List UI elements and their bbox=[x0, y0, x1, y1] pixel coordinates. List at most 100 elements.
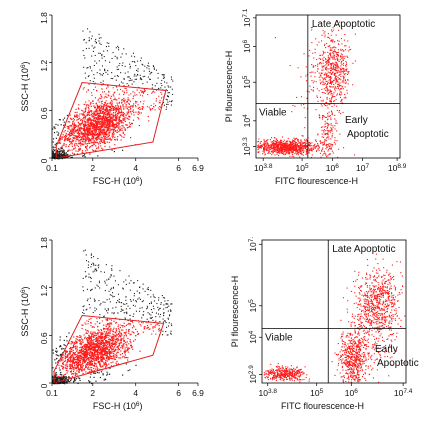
data-point bbox=[112, 94, 114, 96]
data-point bbox=[274, 147, 276, 149]
data-point bbox=[77, 355, 80, 357]
data-point bbox=[283, 149, 285, 151]
data-point bbox=[311, 150, 313, 152]
data-point bbox=[58, 155, 60, 158]
data-point bbox=[292, 151, 294, 153]
data-point bbox=[297, 67, 299, 69]
data-point bbox=[331, 114, 333, 116]
data-point bbox=[266, 149, 268, 151]
data-point bbox=[329, 77, 331, 79]
data-point bbox=[88, 132, 90, 134]
data-point bbox=[281, 151, 283, 153]
data-point bbox=[67, 153, 69, 156]
data-point bbox=[328, 143, 330, 145]
data-point bbox=[53, 156, 55, 158]
data-point bbox=[110, 357, 112, 359]
data-point bbox=[323, 83, 325, 85]
data-point bbox=[336, 75, 338, 77]
data-point bbox=[95, 358, 97, 360]
data-point bbox=[92, 50, 94, 52]
data-point bbox=[82, 30, 84, 32]
data-point bbox=[97, 127, 99, 129]
data-point bbox=[332, 127, 334, 129]
data-point bbox=[276, 138, 278, 140]
data-point bbox=[94, 125, 96, 127]
data-point bbox=[282, 144, 284, 146]
data-point bbox=[93, 355, 95, 357]
data-point bbox=[68, 145, 70, 147]
data-point bbox=[335, 78, 337, 80]
data-point bbox=[103, 114, 105, 116]
data-point bbox=[332, 39, 334, 41]
data-point bbox=[64, 126, 66, 128]
data-point bbox=[137, 68, 139, 70]
data-point bbox=[83, 103, 85, 105]
data-point bbox=[283, 151, 285, 153]
data-point bbox=[86, 351, 88, 353]
data-point bbox=[133, 75, 135, 77]
data-point bbox=[122, 132, 124, 134]
data-point bbox=[120, 88, 122, 90]
data-point bbox=[87, 359, 89, 361]
data-point bbox=[148, 68, 150, 70]
data-point bbox=[94, 333, 96, 335]
data-point bbox=[64, 136, 67, 138]
data-point bbox=[99, 142, 101, 144]
data-point bbox=[73, 343, 75, 345]
data-point bbox=[338, 29, 340, 31]
data-point bbox=[259, 145, 261, 147]
data-point bbox=[79, 358, 81, 360]
data-point bbox=[90, 38, 92, 40]
data-point bbox=[300, 96, 302, 98]
data-point bbox=[94, 346, 96, 348]
data-point bbox=[295, 148, 297, 150]
data-point bbox=[336, 63, 338, 65]
data-point bbox=[93, 105, 95, 107]
data-point bbox=[88, 361, 91, 363]
data-point bbox=[56, 152, 58, 155]
data-point bbox=[80, 126, 82, 128]
data-point bbox=[67, 138, 69, 140]
data-point bbox=[74, 145, 76, 147]
data-point bbox=[170, 104, 172, 106]
data-point bbox=[107, 113, 109, 115]
data-point bbox=[72, 128, 74, 130]
data-point bbox=[325, 148, 327, 150]
data-point bbox=[103, 339, 105, 341]
data-point bbox=[128, 110, 130, 112]
data-point bbox=[273, 148, 275, 150]
data-point bbox=[107, 318, 109, 320]
data-point bbox=[112, 106, 114, 108]
data-point bbox=[74, 142, 76, 144]
data-point bbox=[72, 136, 74, 138]
data-point bbox=[269, 151, 271, 153]
data-point bbox=[285, 147, 287, 149]
data-point bbox=[62, 363, 65, 365]
data-point bbox=[97, 337, 99, 339]
data-point bbox=[137, 70, 139, 72]
data-point bbox=[56, 350, 58, 352]
data-point bbox=[76, 125, 78, 127]
data-point bbox=[75, 342, 77, 344]
data-point bbox=[89, 340, 91, 342]
data-point bbox=[106, 128, 108, 130]
data-point bbox=[106, 138, 108, 140]
data-point bbox=[106, 117, 108, 119]
data-point bbox=[108, 45, 110, 47]
data-point bbox=[101, 121, 103, 123]
data-point bbox=[74, 352, 76, 354]
data-point bbox=[126, 108, 128, 110]
data-point bbox=[82, 349, 84, 352]
data-point bbox=[100, 117, 102, 119]
data-point bbox=[271, 154, 273, 156]
data-point bbox=[115, 349, 117, 351]
data-point bbox=[87, 121, 89, 123]
data-point bbox=[100, 140, 102, 142]
data-point bbox=[114, 114, 116, 116]
data-point bbox=[328, 144, 330, 146]
quadrant-label-late-apoptotic: Late Apoptotic bbox=[312, 19, 375, 30]
data-point bbox=[314, 52, 316, 54]
data-point bbox=[93, 126, 95, 129]
data-point bbox=[74, 124, 76, 126]
